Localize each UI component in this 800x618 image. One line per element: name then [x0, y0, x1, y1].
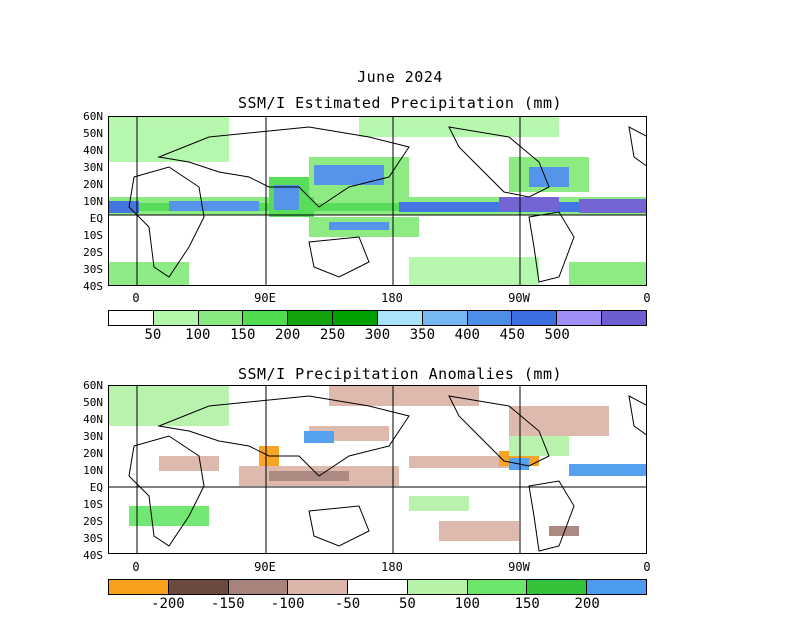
- precip-map-title: SSM/I Estimated Precipitation (mm): [237, 94, 563, 112]
- colorbar-swatch: [512, 311, 558, 325]
- colorbar-label: 450: [499, 327, 525, 343]
- colorbar-swatch: [422, 311, 468, 325]
- colorbar-swatch: [587, 580, 647, 594]
- precip-map-svg: [109, 117, 646, 285]
- lon-label: 180: [381, 560, 403, 574]
- lat-label: 10S: [83, 229, 103, 242]
- colorbar-swatch: [288, 580, 349, 594]
- colorbar-label: 200: [574, 596, 600, 612]
- lat-label: 20N: [83, 447, 103, 460]
- lat-label: 30S: [83, 263, 103, 276]
- lat-label: 50N: [83, 396, 103, 409]
- lat-label: 40S: [83, 549, 103, 562]
- lat-label: 10N: [83, 195, 103, 208]
- colorbar-label: -150: [210, 596, 245, 612]
- colorbar-swatch: [467, 580, 528, 594]
- lon-label: 0: [132, 560, 140, 574]
- lat-label: 30N: [83, 430, 103, 443]
- colorbar-swatch: [288, 311, 334, 325]
- colorbar-swatch: [602, 311, 646, 325]
- colorbar-label: 200: [275, 327, 301, 343]
- colorbar-label: -50: [334, 596, 361, 612]
- colorbar-swatch: [557, 311, 603, 325]
- lon-label: 90W: [508, 291, 530, 305]
- colorbar-label: 100: [185, 327, 211, 343]
- lat-label: EQ: [89, 481, 103, 494]
- lon-label: 0: [643, 560, 651, 574]
- lat-label: 10S: [83, 498, 103, 511]
- colorbar-label: 150: [230, 327, 256, 343]
- lat-label: 20N: [83, 178, 103, 191]
- lat-label: 60N: [83, 379, 103, 392]
- graticule: [109, 117, 646, 285]
- anomaly-map-panel: [108, 385, 647, 554]
- map-month-title: June 2024: [357, 68, 443, 86]
- lat-label: EQ: [89, 212, 103, 225]
- lon-label: 180: [381, 291, 403, 305]
- colorbar-label: 100: [454, 596, 480, 612]
- lon-label: 0: [132, 291, 140, 305]
- lat-label: 40S: [83, 280, 103, 293]
- lat-label: 30S: [83, 532, 103, 545]
- colorbar-label: -100: [270, 596, 305, 612]
- colorbar-swatch: [153, 311, 199, 325]
- colorbar-label: 50: [144, 327, 162, 343]
- lat-label: 40N: [83, 144, 103, 157]
- colorbar-label: 300: [364, 327, 391, 343]
- coastlines: [128, 126, 646, 283]
- colorbar-label: 150: [514, 596, 540, 612]
- colorbar-label: -200: [151, 596, 185, 612]
- colorbar-swatch: [109, 580, 169, 594]
- graticule: [109, 386, 646, 553]
- coastlines: [128, 395, 646, 552]
- lat-label: 50N: [83, 127, 103, 140]
- lon-label: 90W: [508, 560, 530, 574]
- lat-label: 20S: [83, 515, 103, 528]
- colorbar-swatch: [348, 580, 408, 594]
- precip-field: [109, 117, 646, 285]
- precip-colorbar: [108, 310, 647, 326]
- colorbar-label: 400: [454, 327, 480, 343]
- anomaly-colorbar: [108, 579, 647, 595]
- colorbar-swatch: [228, 580, 289, 594]
- colorbar-label: 500: [544, 327, 570, 343]
- colorbar-swatch: [467, 311, 513, 325]
- colorbar-label: 350: [409, 327, 436, 343]
- anomaly-map-title: SSM/I Precipitation Anomalies (mm): [237, 365, 563, 383]
- anomaly-field: [109, 386, 646, 541]
- lat-label: 10N: [83, 464, 103, 477]
- lon-label: 90E: [254, 560, 276, 574]
- lon-label: 90E: [254, 291, 276, 305]
- colorbar-swatch: [407, 580, 468, 594]
- lat-label: 20S: [83, 246, 103, 259]
- colorbar-label: 50: [399, 596, 416, 612]
- colorbar-swatch: [168, 580, 229, 594]
- colorbar-swatch: [527, 580, 588, 594]
- lat-label: 60N: [83, 110, 103, 123]
- lat-label: 30N: [83, 161, 103, 174]
- colorbar-label: 250: [319, 327, 346, 343]
- colorbar-swatch: [243, 311, 289, 325]
- precip-map-panel: [108, 116, 647, 286]
- colorbar-swatch: [377, 311, 423, 325]
- anomaly-map-svg: [109, 386, 646, 553]
- lat-label: 40N: [83, 413, 103, 426]
- colorbar-swatch: [198, 311, 244, 325]
- lon-label: 0: [643, 291, 651, 305]
- colorbar-swatch: [333, 311, 378, 325]
- colorbar-swatch: [109, 311, 154, 325]
